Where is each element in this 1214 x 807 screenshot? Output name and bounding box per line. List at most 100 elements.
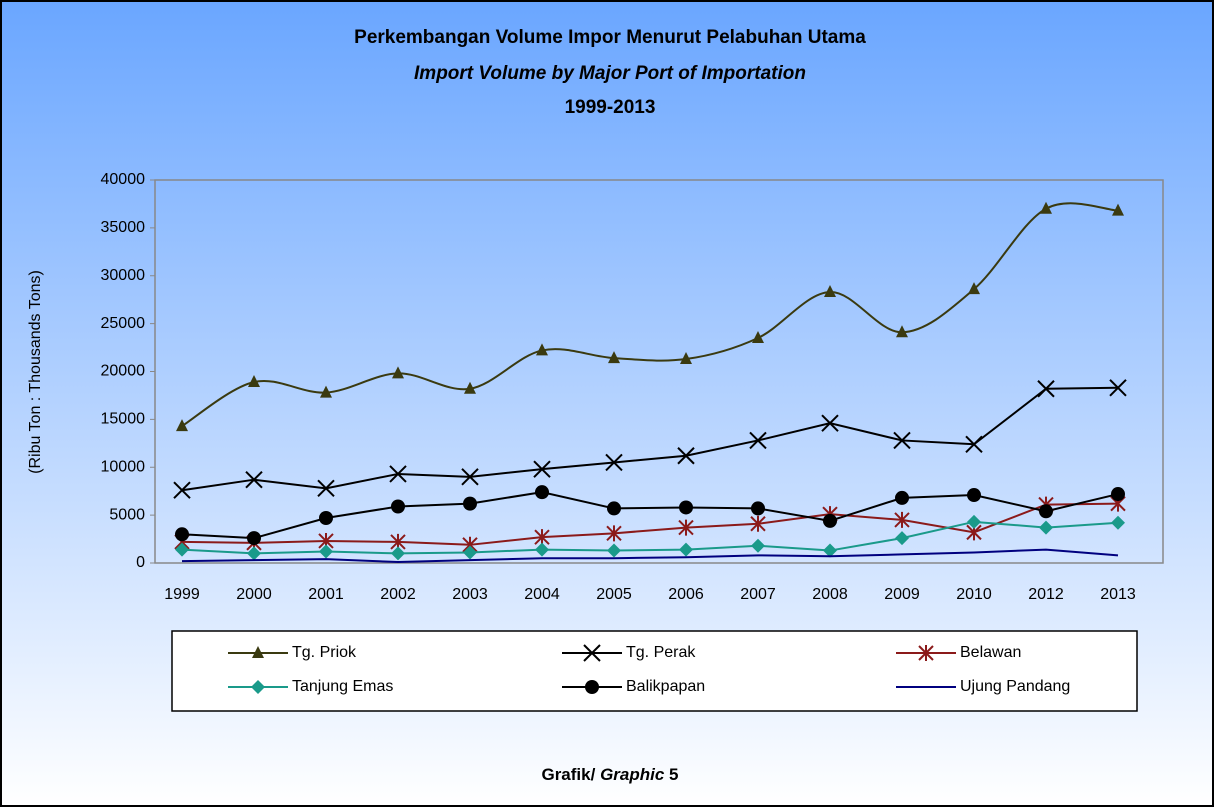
- marker: [1039, 520, 1053, 535]
- y-tick-label: 30000: [101, 267, 146, 284]
- marker: [392, 366, 404, 379]
- marker: [245, 470, 263, 489]
- marker: [751, 501, 765, 516]
- marker: [679, 542, 693, 557]
- series-line: [181, 502, 1119, 546]
- marker: [247, 546, 261, 561]
- marker: [896, 325, 908, 338]
- caption-emphasis: Graphic: [600, 765, 665, 784]
- marker: [536, 343, 548, 356]
- marker: [534, 529, 550, 546]
- marker: [823, 543, 837, 558]
- marker: [895, 531, 909, 546]
- marker: [319, 510, 333, 525]
- x-tick-label: 2003: [452, 586, 488, 603]
- marker: [678, 519, 694, 536]
- marker: [965, 435, 983, 453]
- marker: [252, 646, 264, 658]
- x-tick-label: 2002: [380, 586, 416, 603]
- marker: [677, 447, 695, 465]
- x-tick-label: 2007: [740, 586, 776, 603]
- x-tick-label: 2013: [1100, 586, 1136, 603]
- marker: [533, 460, 551, 478]
- x-tick-label: 2004: [524, 586, 560, 603]
- marker: [606, 525, 622, 542]
- y-tick-label: 0: [136, 554, 145, 571]
- marker: [1111, 487, 1125, 502]
- legend-label: Ujung Pandang: [960, 678, 1070, 695]
- legend-label: Balikpapan: [626, 678, 705, 695]
- legend-label: Tanjung Emas: [292, 678, 393, 695]
- marker: [918, 645, 934, 661]
- marker: [895, 490, 909, 505]
- marker: [968, 282, 980, 295]
- legend: [171, 630, 1138, 712]
- marker: [319, 544, 333, 559]
- series-line: [181, 520, 1119, 555]
- marker: [247, 531, 261, 546]
- chart-title: Perkembangan Volume Impor Menurut Pelabu…: [354, 27, 866, 48]
- marker: [893, 431, 911, 450]
- series-line: [181, 548, 1119, 564]
- marker: [535, 542, 549, 557]
- x-tick-label: 2010: [956, 586, 992, 603]
- marker: [1040, 201, 1052, 214]
- chart-subtitle: Import Volume by Major Port of Importati…: [414, 63, 806, 84]
- marker: [607, 501, 621, 516]
- legend-label: Belawan: [960, 644, 1021, 661]
- series-line: [181, 386, 1119, 492]
- caption-label: Grafik/: [541, 765, 595, 784]
- marker: [173, 481, 191, 499]
- marker: [389, 465, 407, 483]
- marker: [463, 545, 477, 560]
- marker: [608, 351, 620, 364]
- marker: [585, 680, 599, 694]
- marker: [535, 485, 549, 500]
- marker: [821, 414, 839, 432]
- x-tick-label: 2006: [668, 586, 704, 603]
- marker: [391, 546, 405, 561]
- x-tick-label: 2000: [236, 586, 272, 603]
- marker: [751, 538, 765, 553]
- marker: [894, 511, 910, 528]
- y-tick-label: 5000: [109, 506, 145, 523]
- y-axis-label: (Ribu Ton : Thousands Tons): [27, 270, 44, 474]
- y-tick-label: 25000: [101, 315, 146, 332]
- marker: [749, 431, 767, 450]
- marker: [605, 453, 623, 472]
- marker: [1111, 515, 1125, 530]
- marker: [750, 515, 766, 532]
- x-tick-label: 2012: [1028, 586, 1064, 603]
- marker: [251, 680, 265, 694]
- series-line: [181, 491, 1119, 540]
- marker: [752, 330, 764, 343]
- marker: [175, 527, 189, 542]
- marker: [1109, 379, 1127, 397]
- x-tick-label: 2005: [596, 586, 632, 603]
- marker: [680, 352, 692, 365]
- x-tick-label: 2009: [884, 586, 920, 603]
- marker: [320, 385, 332, 398]
- marker: [583, 644, 601, 662]
- caption: Grafik/ Graphic 5: [541, 765, 678, 784]
- marker: [1112, 203, 1124, 216]
- legend-label: Tg. Priok: [292, 644, 357, 661]
- y-tick-label: 40000: [101, 171, 146, 188]
- marker: [463, 496, 477, 511]
- marker: [248, 375, 260, 388]
- y-tick-label: 35000: [101, 219, 146, 236]
- marker: [607, 543, 621, 558]
- marker: [176, 419, 188, 432]
- marker: [1037, 380, 1055, 398]
- caption-number: 5: [669, 765, 678, 784]
- x-tick-label: 2001: [308, 586, 344, 603]
- marker: [1039, 504, 1053, 519]
- y-tick-label: 20000: [101, 363, 146, 380]
- marker: [461, 468, 479, 486]
- marker: [175, 542, 189, 557]
- marker: [317, 479, 335, 498]
- marker: [391, 499, 405, 514]
- marker: [679, 500, 693, 515]
- legend-label: Tg. Perak: [626, 644, 696, 661]
